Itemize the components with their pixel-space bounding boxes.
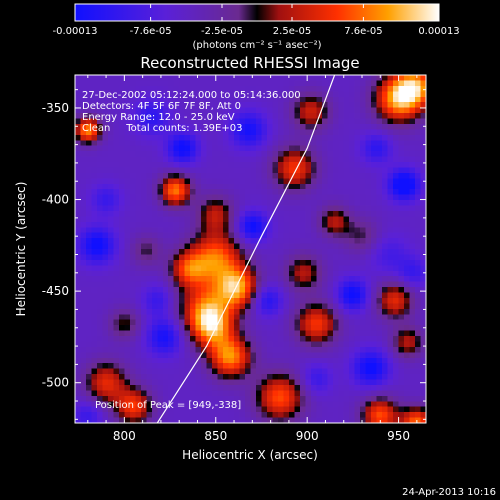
y-axis: -350 -400 -450 -500	[42, 89, 426, 420]
annotation-line: 27-Dec-2002 05:12:24.000 to 05:14:36.000	[82, 90, 301, 101]
y-tick-label: -500	[42, 376, 69, 390]
x-axis-label: Heliocentric X (arcsec)	[182, 448, 318, 462]
y-axis-label: Heliocentric Y (arcsec)	[14, 182, 28, 317]
chart-title: Reconstructed RHESSI Image	[140, 54, 359, 72]
colorbar-tick-label: 7.6e-05	[344, 26, 382, 37]
annotation-block: 27-Dec-2002 05:12:24.000 to 05:14:36.000…	[82, 90, 301, 134]
heatmap-image	[75, 75, 426, 423]
colorbar-tick-label: 0.00013	[418, 26, 459, 37]
x-axis: 800 850 900 950	[87, 75, 418, 443]
colorbar-tick-label: -0.00013	[53, 26, 98, 37]
x-tick-label: 900	[296, 429, 319, 443]
y-tick-label: -450	[42, 284, 69, 298]
peak-position-label: Position of Peak = [949,-338]	[95, 400, 241, 411]
annotation-line: Energy Range: 12.0 - 25.0 keV	[82, 112, 235, 123]
x-tick-label: 800	[113, 429, 136, 443]
x-tick-label: 950	[387, 429, 410, 443]
solar-limb-line	[156, 75, 336, 423]
colorbar: -0.00013 -7.6e-05 -2.5e-05 2.5e-05 7.6e-05 0.…	[53, 3, 460, 51]
colorbar-tick-label: -7.6e-05	[130, 26, 172, 37]
y-tick-label: -400	[42, 193, 69, 207]
x-tick-label: 850	[204, 429, 227, 443]
colorbar-tick-label: -2.5e-05	[201, 26, 243, 37]
plot-frame	[74, 74, 427, 424]
footer-date: 24-Apr-2013 10:16	[402, 487, 496, 498]
colorbar-ramp	[74, 3, 440, 22]
annotation-line: Detectors: 4F 5F 6F 7F 8F, Att 0	[82, 101, 241, 112]
annotation-line: Clean Total counts: 1.39E+03	[82, 123, 242, 134]
colorbar-unit-label: (photons cm⁻² s⁻¹ asec⁻²)	[192, 40, 321, 51]
y-tick-label: -350	[42, 101, 69, 115]
colorbar-tick-label: 2.5e-05	[273, 26, 311, 37]
